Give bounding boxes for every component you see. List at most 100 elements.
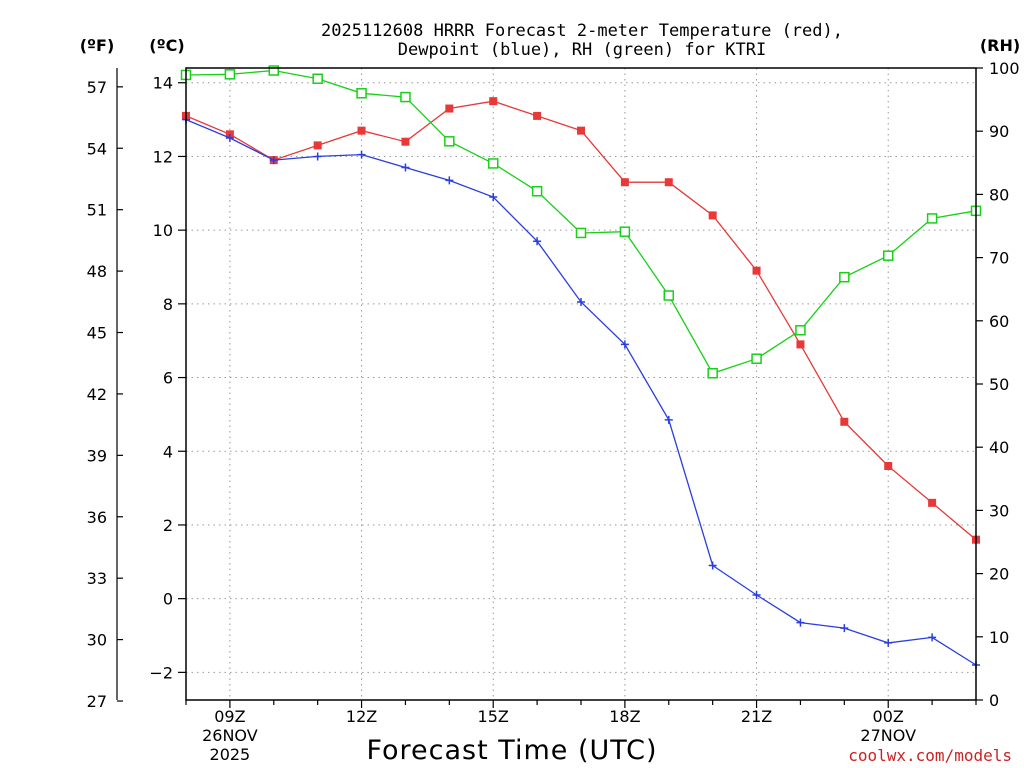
celsius-tick-label: 10 xyxy=(153,221,173,240)
fahrenheit-tick-label: 27 xyxy=(87,692,107,711)
credit-text: coolwx.com/models xyxy=(848,746,1012,765)
dewpoint-point xyxy=(884,638,893,647)
rh-point xyxy=(882,250,894,261)
rh-point xyxy=(487,158,499,169)
dewpoint-line xyxy=(185,119,977,666)
rh-tick-label: 30 xyxy=(989,501,1009,520)
time-tick-label: 15Z xyxy=(478,707,509,726)
chart-subtitle: Dewpoint (blue), RH (green) for KTRI xyxy=(398,40,766,60)
rh-point xyxy=(926,213,938,224)
rh-point xyxy=(663,290,675,301)
fahrenheit-tick-label: 39 xyxy=(87,446,107,465)
temperature-line xyxy=(185,100,977,541)
rh-point xyxy=(356,88,367,99)
fahrenheit-axis: 27 30 33 36 39 42 45 48 51 54 57 xyxy=(87,68,123,711)
date-label: 26NOV xyxy=(202,726,258,745)
rh-point xyxy=(224,69,236,80)
dewpoint-point xyxy=(357,150,366,159)
temperature-point xyxy=(928,498,937,507)
temperature-point xyxy=(884,461,893,470)
temperature-point xyxy=(752,266,761,275)
celsius-tick-label: 12 xyxy=(153,147,173,166)
time-tick-label: 09Z xyxy=(214,707,245,726)
rh-point xyxy=(400,91,411,103)
time-tick-label: 21Z xyxy=(741,707,772,726)
rh-point xyxy=(268,65,280,76)
rh-axis: 0 10 20 30 40 50 60 70 80 90 100 xyxy=(976,59,1020,710)
temperature-point xyxy=(357,126,366,135)
data-series xyxy=(180,65,982,669)
rh-point xyxy=(839,271,850,283)
plot-frame xyxy=(185,67,977,701)
time-tick-label: 12Z xyxy=(346,707,377,726)
fahrenheit-tick-label: 54 xyxy=(87,139,107,158)
dewpoint-point xyxy=(664,415,673,424)
fahrenheit-tick-label: 36 xyxy=(87,508,107,527)
dewpoint-point xyxy=(840,624,849,633)
rh-tick-label: 40 xyxy=(989,438,1009,457)
fahrenheit-tick-label: 51 xyxy=(87,201,107,220)
dewpoint-point xyxy=(796,618,805,627)
dewpoint-point xyxy=(708,561,717,570)
dewpoint-point xyxy=(489,192,498,201)
temperature-point xyxy=(489,97,498,106)
dewpoint-point xyxy=(401,163,410,172)
x-axis-label: Forecast Time (UTC) xyxy=(366,735,657,766)
temperature-point xyxy=(401,137,410,146)
dewpoint-point xyxy=(445,176,454,185)
rh-unit-label: (RH) xyxy=(980,36,1020,55)
temperature-point xyxy=(577,126,585,135)
rh-point xyxy=(444,136,455,147)
fahrenheit-unit-label: (ºF) xyxy=(80,36,115,55)
rh-tick-label: 50 xyxy=(989,375,1009,394)
celsius-tick-label: 6 xyxy=(163,369,173,388)
celsius-tick-label: 2 xyxy=(163,516,173,535)
rh-line xyxy=(185,69,977,375)
rh-tick-label: 60 xyxy=(989,312,1009,331)
rh-point xyxy=(795,325,806,336)
rh-point xyxy=(531,185,543,197)
dewpoint-point xyxy=(620,340,629,349)
dewpoint-point xyxy=(928,633,937,642)
gridlines xyxy=(186,68,976,700)
rh-point xyxy=(751,353,762,364)
rh-tick-label: 10 xyxy=(989,628,1009,647)
temperature-point xyxy=(664,178,673,187)
celsius-tick-label: 8 xyxy=(163,295,173,314)
rh-point xyxy=(575,227,587,239)
rh-point xyxy=(619,226,631,237)
time-tick-label: 00Z xyxy=(873,707,904,726)
dewpoint-point xyxy=(752,590,761,599)
celsius-tick-label: −2 xyxy=(149,663,173,682)
rh-tick-label: 90 xyxy=(989,122,1009,141)
celsius-tick-label: 0 xyxy=(163,590,173,609)
temperature-point xyxy=(533,111,542,120)
celsius-tick-label: 14 xyxy=(153,74,173,93)
time-tick-label: 18Z xyxy=(609,707,640,726)
temperature-point xyxy=(620,178,629,187)
rh-tick-label: 80 xyxy=(989,185,1009,204)
rh-tick-label: 70 xyxy=(989,249,1009,268)
temperature-point xyxy=(445,104,454,113)
rh-tick-label: 100 xyxy=(989,59,1020,78)
dewpoint-point xyxy=(269,156,278,165)
rh-point xyxy=(312,73,323,84)
celsius-unit-label: (ºC) xyxy=(149,36,184,55)
fahrenheit-tick-label: 42 xyxy=(87,385,107,404)
rh-tick-label: 20 xyxy=(989,565,1009,584)
dewpoint-point xyxy=(577,298,585,307)
date-label: 27NOV xyxy=(860,726,916,745)
fahrenheit-tick-label: 57 xyxy=(87,78,107,97)
dewpoint-point xyxy=(533,237,542,246)
dewpoint-point xyxy=(225,134,234,143)
fahrenheit-tick-label: 48 xyxy=(87,262,107,281)
rh-tick-label: 0 xyxy=(989,691,999,710)
temperature-point xyxy=(313,141,322,150)
fahrenheit-tick-label: 45 xyxy=(87,324,107,343)
fahrenheit-tick-label: 33 xyxy=(87,569,107,588)
chart-title: 2025112608 HRRR Forecast 2-meter Tempera… xyxy=(321,21,843,41)
fahrenheit-tick-label: 30 xyxy=(87,631,107,650)
celsius-axis: −2 0 2 4 6 8 10 12 14 xyxy=(149,74,186,682)
